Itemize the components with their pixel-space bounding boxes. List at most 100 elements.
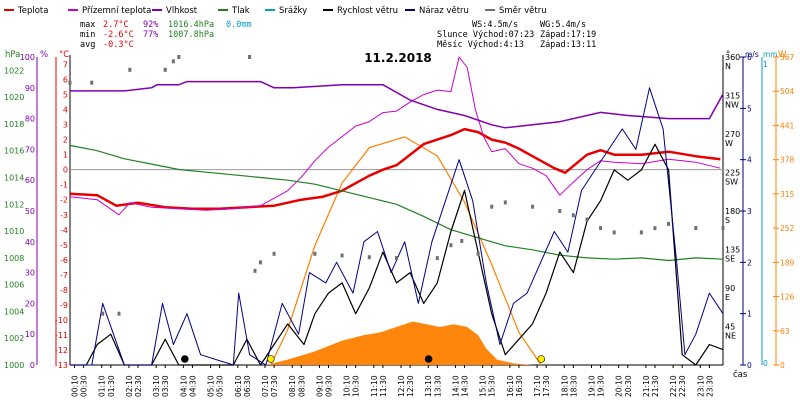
- dir-tick-name: NW: [725, 101, 739, 110]
- time-tick: 21:30: [651, 375, 660, 397]
- time-tick: 04:10: [179, 375, 188, 397]
- hpa-tick: 1006: [4, 281, 24, 290]
- time-tick: 07:30: [270, 375, 279, 397]
- time-tick: 01:30: [107, 375, 116, 397]
- series-line-5: [70, 87, 724, 366]
- time-tick: 14:10: [451, 375, 460, 397]
- wind-dir-point: [272, 251, 276, 256]
- degc-tick: 6: [63, 76, 68, 85]
- time-tick: 01:10: [98, 375, 107, 397]
- time-tick: 06:30: [243, 375, 252, 397]
- time-tick: 18:30: [569, 375, 578, 397]
- w-tick: 567: [780, 53, 795, 62]
- dir-tick: 225: [725, 169, 740, 178]
- time-tick: 05:30: [216, 375, 225, 397]
- mm-tick: 1: [763, 60, 768, 69]
- stats-min-temp: -2.6°C: [103, 30, 134, 40]
- wind-dir-point: [435, 256, 439, 261]
- legend-label-dir: Směr větru: [499, 6, 547, 16]
- pct-tick: 60: [25, 176, 35, 185]
- wind-dir-point: [585, 217, 589, 222]
- hpa-tick: 1016: [4, 147, 24, 156]
- legend-label-wind: Rychlost větru: [337, 6, 398, 16]
- wind-dir-point: [117, 311, 121, 316]
- w-tick: 126: [780, 293, 795, 302]
- wind-dir-point: [258, 260, 262, 265]
- degc-tick: 5: [63, 91, 68, 100]
- time-tick: 16:10: [506, 375, 515, 397]
- theoretical-radiation-line: [270, 136, 542, 366]
- wind-dir-point: [639, 230, 643, 235]
- mm-tick: 0: [763, 359, 768, 368]
- time-tick: 21:10: [642, 375, 651, 397]
- wind-dir-point: [340, 253, 344, 258]
- time-tick: 02:30: [134, 375, 143, 397]
- w-tick: 441: [780, 121, 795, 130]
- series-line-2: [70, 80, 724, 129]
- time-tick: 15:10: [479, 375, 488, 397]
- time-tick: 20:10: [615, 375, 624, 397]
- stats-min-label: min: [80, 30, 95, 40]
- deg-unit: °: [726, 50, 730, 60]
- time-tick: 12:30: [406, 375, 415, 397]
- sunset-marker: [537, 355, 546, 363]
- degc-tick: -10: [55, 316, 68, 325]
- time-tick: 17:30: [542, 375, 551, 397]
- wind-dir-point: [128, 67, 132, 72]
- stats-max-hum: 92%: [143, 20, 158, 30]
- wind-dir-point: [163, 67, 167, 72]
- sunrise-text: Slunce Východ:07:23: [437, 30, 534, 40]
- time-tick: 23:10: [696, 375, 705, 397]
- time-tick: 13:10: [424, 375, 433, 397]
- pct-tick: 80: [25, 115, 35, 124]
- ms-tick: 1: [747, 310, 752, 319]
- time-tick: 14:30: [461, 375, 470, 397]
- time-tick: 05:10: [207, 375, 216, 397]
- time-tick: 08:10: [288, 375, 297, 397]
- series-line-1: [69, 56, 721, 216]
- degc-tick: -3: [60, 211, 68, 220]
- wind-dir-point: [90, 80, 94, 85]
- dir-tick-name: NE: [725, 332, 736, 341]
- degc-tick: -7: [60, 271, 68, 280]
- pct-tick: 70: [25, 145, 35, 154]
- solar-radiation-area: [265, 321, 533, 365]
- wind-dir-point: [653, 226, 657, 231]
- hpa-tick: 1002: [4, 334, 24, 343]
- time-tick: 15:30: [488, 375, 497, 397]
- legend-label-rain: Srážky: [279, 6, 307, 16]
- time-tick: 22:30: [678, 375, 687, 397]
- degc-unit: °C: [59, 50, 69, 60]
- sunset-text: Západ:17:19: [540, 30, 596, 40]
- legend: Teplota Přízemní teplota Vlhkost Tlak Srážky…: [4, 6, 547, 16]
- w-tick: 252: [780, 224, 795, 233]
- time-tick: 02:10: [125, 375, 134, 397]
- pct-tick: 0: [30, 361, 35, 370]
- time-tick: 07:10: [261, 375, 270, 397]
- moonrise-text: Měsíc Východ:4:13: [437, 40, 524, 50]
- wind-speed-text: WS:4.5m/s: [472, 20, 518, 30]
- time-tick: 23:30: [705, 375, 714, 397]
- degc-tick: 4: [63, 106, 68, 115]
- time-tick: 20:30: [624, 375, 633, 397]
- hpa-tick: 1022: [4, 66, 24, 75]
- moonrise-marker: [181, 355, 189, 363]
- ms-unit: m/s: [745, 50, 759, 59]
- degc-tick: -4: [60, 226, 68, 235]
- wind-dir-point: [476, 251, 480, 256]
- degc-tick: 3: [63, 121, 68, 130]
- wind-dir-point: [449, 243, 453, 248]
- time-tick: 11:10: [370, 375, 379, 397]
- degc-tick: 7: [63, 61, 68, 70]
- hpa-tick: 1004: [4, 307, 24, 316]
- wind-dir-point: [599, 226, 603, 231]
- degc-tick: -1: [60, 181, 68, 190]
- time-tick: 06:10: [234, 375, 243, 397]
- w-tick: 189: [780, 258, 795, 267]
- dir-tick-name: S: [725, 216, 730, 225]
- dir-tick: 135: [725, 246, 740, 255]
- ms-tick: 4: [747, 156, 752, 165]
- dir-tick: 360: [725, 53, 740, 62]
- sun-moon-info: WS:4.5m/s WG:5.4m/s Slunce Východ:07:23 …: [437, 20, 596, 50]
